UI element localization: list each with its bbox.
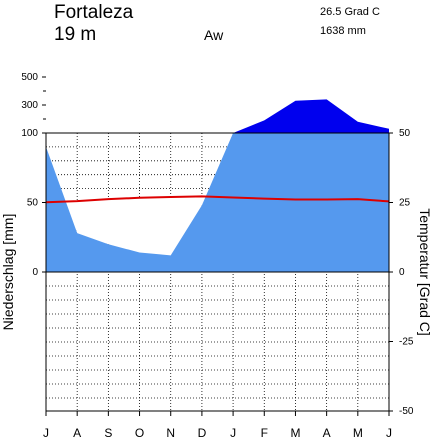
temperature-series [45, 195, 390, 204]
month-label: A [73, 426, 81, 440]
right-tick-label: -25 [399, 337, 414, 348]
left-tick-label: 50 [27, 198, 39, 209]
right-axis-label: Temperatur [Grad C] [417, 208, 433, 336]
right-tick-label: 50 [399, 128, 411, 139]
annual-precipitation: 1638 mm [320, 25, 366, 37]
month-label: D [198, 426, 207, 440]
month-label: F [261, 426, 268, 440]
left-tick-label: 100 [21, 128, 38, 139]
month-label: M [290, 426, 300, 440]
left-tick-label: 0 [32, 267, 38, 278]
right-tick-label: 25 [399, 198, 411, 209]
climate-class: Aw [204, 27, 224, 43]
left-axis-label: Niederschlag [mm] [0, 214, 16, 331]
mean-temperature: 26.5 Grad C [320, 6, 380, 18]
month-label: M [353, 426, 363, 440]
station-elevation: 19 m [54, 24, 96, 45]
month-label: N [166, 426, 175, 440]
right-tick-label: 0 [399, 267, 405, 278]
right-tick-label: -50 [399, 406, 414, 417]
left-tick-label: 300 [21, 100, 38, 111]
month-label: S [104, 426, 112, 440]
month-label: J [230, 426, 236, 440]
left-tick-label: 500 [21, 72, 38, 83]
month-label: A [323, 426, 331, 440]
month-label: O [135, 426, 144, 440]
month-label: J [386, 426, 392, 440]
station-name: Fortaleza [54, 2, 134, 23]
month-label: J [43, 426, 49, 440]
precipitation-wet [46, 133, 389, 272]
temperature-line [45, 195, 390, 204]
precipitation-excess [46, 99, 389, 133]
precipitation-area [46, 99, 389, 272]
